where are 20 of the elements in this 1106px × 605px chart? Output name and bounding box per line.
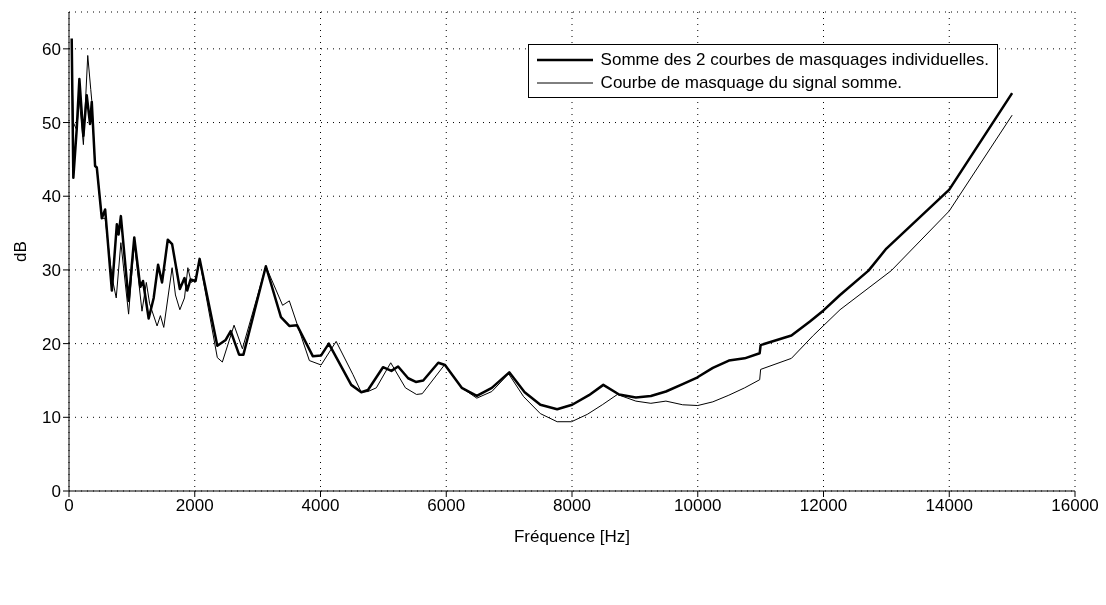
x-tick-label: 10000 bbox=[674, 496, 722, 516]
y-tick-label: 20 bbox=[42, 334, 61, 354]
x-tick-label: 14000 bbox=[925, 496, 973, 516]
x-axis-title: Fréquence [Hz] bbox=[513, 527, 631, 546]
x-tick-label: 2000 bbox=[175, 496, 214, 516]
y-tick-label: 30 bbox=[42, 260, 61, 280]
y-axis-title: dB bbox=[10, 241, 30, 262]
y-tick-label: 40 bbox=[42, 187, 61, 207]
x-tick-label: 4000 bbox=[301, 496, 340, 516]
y-tick-label: 60 bbox=[42, 39, 61, 59]
legend-label: Somme des 2 courbes de masquages individuelles. bbox=[600, 49, 989, 70]
x-tick-label: 8000 bbox=[553, 496, 591, 516]
legend-label: Courbe de masquage du signal somme. bbox=[600, 72, 903, 93]
x-tick-label: 16000 bbox=[1051, 496, 1099, 516]
x-tick-label: 0 bbox=[64, 496, 74, 516]
y-tick-label: 0 bbox=[51, 482, 61, 502]
x-tick-label: 12000 bbox=[799, 496, 848, 516]
y-tick-label: 10 bbox=[42, 408, 61, 428]
y-tick-label: 50 bbox=[42, 113, 61, 133]
x-tick-label: 6000 bbox=[427, 496, 466, 516]
